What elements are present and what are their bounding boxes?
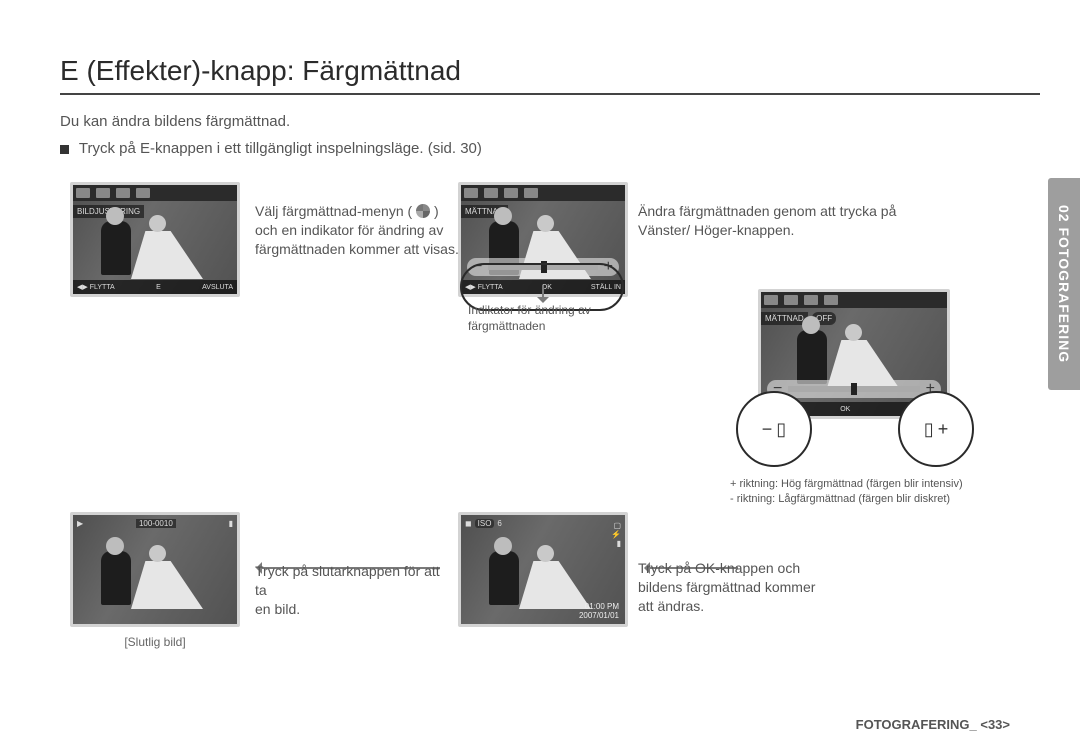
square-bullet-icon [60,145,69,154]
nav-exit: AVSLUTA [202,284,233,291]
menu-bar [73,185,237,201]
count-label: 6 [497,519,501,528]
chapter-tab: 02 FOTOGRAFERING [1048,178,1080,390]
menu-bar [761,292,947,308]
caption-step5: Tryck på OK-knappen och bildens färgmätt… [638,559,858,616]
cap-text: Indikator för ändring av [468,303,591,317]
flash-icon: ⚡ [611,530,621,539]
tab-icon [136,188,150,198]
size-icon: ▢ [611,521,621,530]
cap-text: att ändras. [638,598,704,614]
cap-text: färgmättnaden [468,319,545,333]
tick-icon: ▯ [776,419,786,440]
file-number: 100-0010 [136,519,176,528]
play-icon: ▶ [77,519,83,528]
tab-icon [116,188,130,198]
manual-page: E (Effekter)-knapp: Färgmättnad Du kan ä… [60,55,1040,716]
tick-icon: ▯ [924,419,934,440]
zoom-right-circle: ▯ + [898,391,974,467]
nav-move: ◀▶ FLYTTA [77,283,115,291]
cap-text: Tryck på OK-knappen och [638,560,800,576]
tab-icon [824,295,838,305]
minus-sign: − [762,419,773,440]
chapter-tab-label: 02 FOTOGRAFERING [1056,205,1072,363]
battery-icon: ▮ [229,519,233,528]
menu-bar [461,185,625,201]
plus-sign: + [938,419,949,440]
cap-text: ) [430,203,439,219]
caption-indicator: Indikator för ändring av färgmättnaden [468,302,648,334]
camera-screen-1: BILDJUSTERING ◀▶ FLYTTA E AVSLUTA [70,182,240,297]
nav-ok: OK [840,406,850,413]
title-rule [60,93,1040,95]
iso-badge: ISO [475,519,495,528]
wedding-photo-placeholder [101,545,209,615]
intro-text: Du kan ändra bildens färgmättnad. [60,113,1040,130]
wedding-photo-placeholder [101,215,209,285]
timestamp: 01:00 PM 2007/01/01 [579,602,619,620]
cap-text: - riktning: Lågfärgmättnad (färgen blir … [730,493,950,505]
nav-e: E [156,284,161,291]
tab-icon [524,188,538,198]
cap-text: Välj färgmättnad-menyn ( [255,203,416,219]
instruction-line: Tryck på E-knappen i ett tillgängligt in… [60,140,1040,157]
tab-icon [76,188,90,198]
tab-icon [96,188,110,198]
instruction-text: Tryck på E-knappen i ett tillgängligt in… [79,140,482,157]
mode-icon: ◼ [465,519,472,528]
battery-icon: ▮ [611,539,621,548]
cap-text: Ändra färgmättnaden genom att trycka på [638,203,896,219]
tab-icon [464,188,478,198]
caption-step6: Tryck på slutarknappen för att ta en bil… [255,562,455,619]
zoom-left-circle: − ▯ [736,391,812,467]
steps-area: BILDJUSTERING ◀▶ FLYTTA E AVSLUTA Välj f… [60,167,1040,647]
cap-text: färgmättnaden kommer att visas. [255,241,459,257]
final-image-label: [Slutlig bild] [70,635,240,649]
camera-screen-4: ◼ ISO 6 ▢ ⚡ ▮ 01:00 PM 2007/01/01 [458,512,628,627]
cap-text: bildens färgmättnad kommer [638,579,815,595]
arrow-down-icon [542,285,544,299]
page-footer: FOTOGRAFERING_ <33> [856,717,1010,732]
cap-text: + riktning: Hög färgmättnad (färgen blir… [730,478,963,490]
tab-icon [784,295,798,305]
camera-screen-5: ▶ 100-0010 ▮ [70,512,240,627]
cap-text: Vänster/ Höger-knappen. [638,222,794,238]
top-bar: ▶ 100-0010 ▮ [77,519,233,528]
caption-step3: Ändra färgmättnaden genom att trycka på … [638,202,908,240]
page-title: E (Effekter)-knapp: Färgmättnad [60,55,1040,87]
cap-text: en bild. [255,601,300,617]
tab-icon [504,188,518,198]
saturation-icon [416,204,430,218]
cap-text: Tryck på slutarknappen för att ta [255,563,440,598]
cap-text: och en indikator för ändring av [255,222,443,238]
time-text: 01:00 PM [579,602,619,611]
caption-step1: Välj färgmättnad-menyn ( ) och en indika… [255,202,475,259]
bottom-bar: ◀▶ FLYTTA E AVSLUTA [73,280,237,294]
tab-icon [764,295,778,305]
top-icons: ◼ ISO 6 [465,519,502,528]
caption-directions: + riktning: Hög färgmättnad (färgen blir… [730,477,990,507]
tab-icon [484,188,498,198]
date-text: 2007/01/01 [579,611,619,620]
right-icons: ▢ ⚡ ▮ [611,521,621,548]
tab-icon [804,295,818,305]
